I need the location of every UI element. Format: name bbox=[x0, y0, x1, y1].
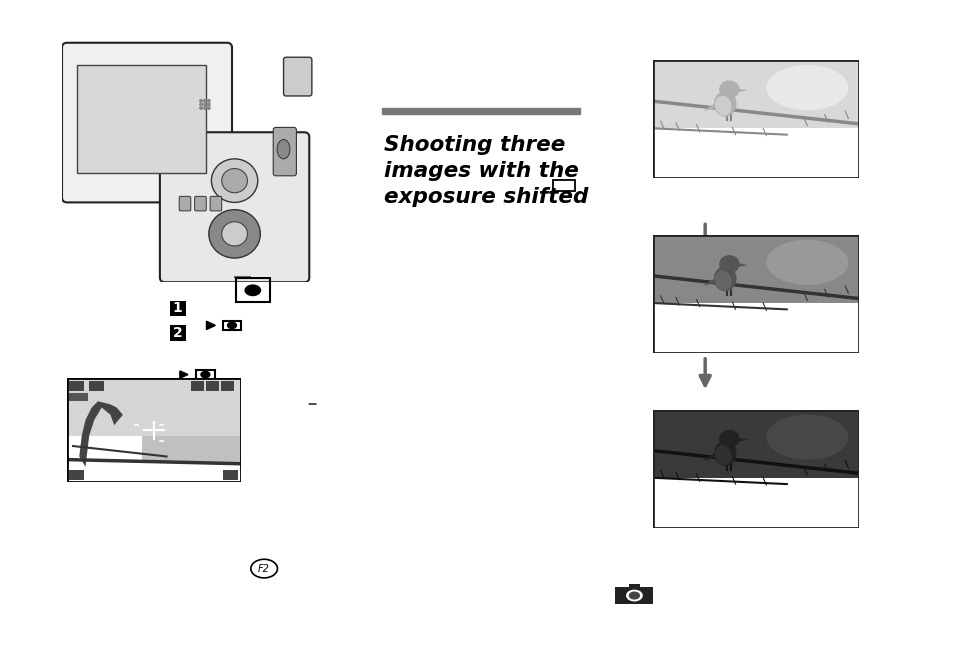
Circle shape bbox=[221, 169, 247, 193]
Polygon shape bbox=[702, 277, 717, 286]
Bar bbox=[653, 235, 858, 303]
Bar bbox=[67, 378, 241, 435]
Ellipse shape bbox=[765, 240, 847, 285]
Circle shape bbox=[719, 255, 739, 274]
Bar bbox=[170, 300, 186, 316]
Polygon shape bbox=[738, 89, 747, 92]
Circle shape bbox=[199, 103, 203, 106]
Bar bbox=[553, 180, 575, 192]
Text: Shooting three: Shooting three bbox=[383, 135, 565, 155]
FancyBboxPatch shape bbox=[273, 128, 296, 176]
Ellipse shape bbox=[276, 140, 290, 159]
Bar bbox=[70, 393, 88, 401]
Bar bbox=[170, 325, 186, 341]
Circle shape bbox=[625, 589, 642, 601]
FancyBboxPatch shape bbox=[160, 132, 309, 282]
Circle shape bbox=[719, 81, 739, 99]
FancyBboxPatch shape bbox=[283, 57, 312, 96]
Bar bbox=[70, 470, 84, 480]
Bar bbox=[615, 587, 653, 604]
Circle shape bbox=[207, 99, 211, 103]
Text: exposure shifted: exposure shifted bbox=[383, 187, 588, 207]
Polygon shape bbox=[702, 102, 717, 111]
Circle shape bbox=[212, 159, 257, 202]
Ellipse shape bbox=[713, 266, 736, 291]
Bar bbox=[90, 382, 104, 391]
Bar bbox=[382, 108, 579, 114]
Polygon shape bbox=[206, 321, 215, 329]
Polygon shape bbox=[702, 452, 717, 460]
Bar bbox=[70, 382, 84, 391]
Ellipse shape bbox=[765, 65, 847, 110]
Bar bbox=[192, 382, 204, 391]
FancyBboxPatch shape bbox=[210, 196, 221, 211]
Circle shape bbox=[199, 106, 203, 110]
Polygon shape bbox=[738, 438, 747, 442]
Ellipse shape bbox=[713, 91, 736, 116]
Bar bbox=[165, 137, 221, 198]
Circle shape bbox=[719, 430, 739, 448]
Bar bbox=[196, 370, 214, 379]
Circle shape bbox=[207, 103, 211, 106]
Bar bbox=[222, 321, 241, 330]
Circle shape bbox=[244, 284, 261, 296]
Text: F2: F2 bbox=[258, 564, 270, 574]
Text: 1: 1 bbox=[172, 301, 182, 315]
Bar bbox=[77, 65, 206, 173]
Polygon shape bbox=[180, 371, 188, 378]
Text: images with the: images with the bbox=[383, 161, 578, 181]
Polygon shape bbox=[738, 263, 747, 267]
Circle shape bbox=[207, 106, 211, 110]
Circle shape bbox=[203, 103, 207, 106]
Bar bbox=[141, 435, 241, 462]
Circle shape bbox=[209, 210, 260, 258]
Circle shape bbox=[628, 591, 639, 599]
Circle shape bbox=[203, 106, 207, 110]
FancyBboxPatch shape bbox=[179, 196, 191, 211]
FancyBboxPatch shape bbox=[62, 43, 232, 202]
Polygon shape bbox=[79, 401, 123, 467]
Ellipse shape bbox=[714, 271, 731, 290]
Circle shape bbox=[203, 99, 207, 103]
Bar bbox=[653, 60, 858, 128]
Bar bbox=[628, 584, 639, 589]
Bar bbox=[222, 470, 237, 480]
Text: 2: 2 bbox=[172, 326, 182, 340]
Ellipse shape bbox=[714, 446, 731, 465]
FancyBboxPatch shape bbox=[194, 196, 206, 211]
Circle shape bbox=[228, 323, 236, 329]
Circle shape bbox=[201, 372, 210, 378]
Circle shape bbox=[221, 222, 247, 246]
Ellipse shape bbox=[713, 441, 736, 466]
Bar bbox=[221, 382, 233, 391]
Ellipse shape bbox=[765, 415, 847, 460]
Circle shape bbox=[199, 99, 203, 103]
Bar bbox=[206, 382, 218, 391]
Bar bbox=[653, 410, 858, 478]
Ellipse shape bbox=[714, 96, 731, 116]
